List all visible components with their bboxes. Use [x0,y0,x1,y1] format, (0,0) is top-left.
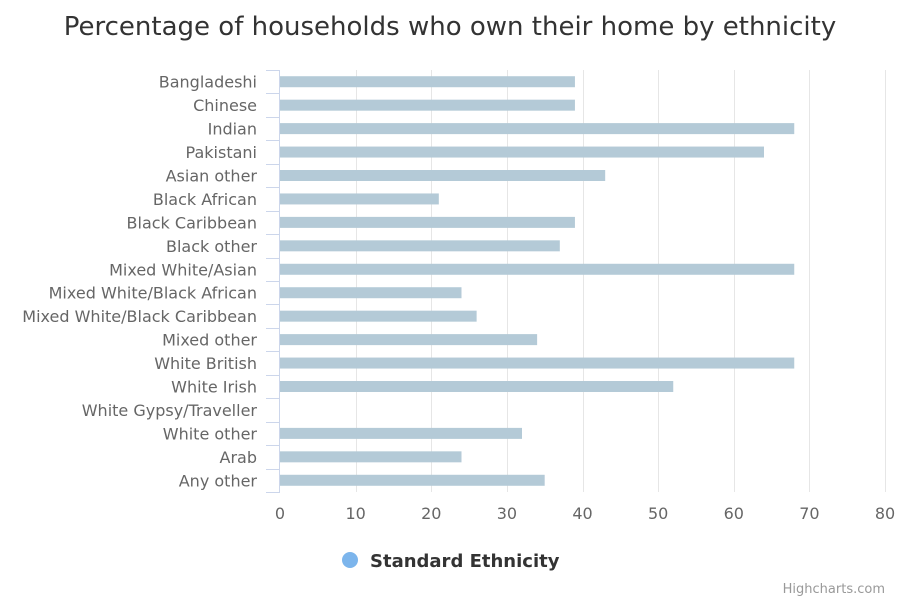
x-tick-label: 80 [875,504,895,523]
bar[interactable] [280,216,575,228]
category-label: Black African [153,190,257,209]
category-label: Black other [166,237,257,256]
bar[interactable] [280,334,538,346]
bar[interactable] [280,287,462,299]
legend-marker-icon [342,552,358,568]
bar[interactable] [280,451,462,463]
category-label: White Gypsy/Traveller [82,401,258,420]
bar[interactable] [280,357,795,369]
bar[interactable] [280,146,764,158]
category-label: Indian [208,120,257,139]
legend[interactable]: Standard Ethnicity [342,551,560,572]
category-label: Any other [179,471,258,490]
bar[interactable] [280,170,606,181]
category-label: Bangladeshi [159,73,257,92]
x-tick-label: 70 [799,504,819,523]
category-label: Mixed other [162,331,257,350]
category-label: White other [163,424,258,443]
x-tick-label: 40 [572,504,592,523]
bar[interactable] [280,427,522,439]
category-label: White British [154,354,257,373]
x-tick-label: 20 [421,504,441,523]
x-tick-label: 0 [275,504,285,523]
chart-title: Percentage of households who own their h… [64,12,836,42]
bar[interactable] [280,381,674,392]
x-tick-label: 60 [724,504,744,523]
bar[interactable] [280,310,477,322]
bar[interactable] [280,263,795,275]
category-label: Black Caribbean [127,213,257,232]
category-label: Mixed White/Black African [49,284,257,303]
bar[interactable] [280,474,545,486]
y-axis [266,70,280,493]
category-label: Mixed White/Black Caribbean [22,307,257,326]
category-label: Arab [220,448,257,467]
x-tick-label: 10 [345,504,365,523]
category-label: Asian other [166,167,258,186]
grid-lines [356,70,886,492]
credits-link[interactable]: Highcharts.com [783,582,885,597]
category-label: Mixed White/Asian [109,260,257,279]
bar[interactable] [280,193,439,205]
category-label: White Irish [171,378,257,397]
category-label: Chinese [193,96,257,115]
bar[interactable] [280,240,560,252]
bar[interactable] [280,76,575,88]
category-labels: Bangladeshi Chinese Indian Pakistani Asian o… [22,73,257,491]
legend-label[interactable]: Standard Ethnicity [370,551,560,572]
category-label: Pakistani [186,143,257,162]
bar[interactable] [280,123,795,135]
bar-series [280,76,795,486]
bar[interactable] [280,99,575,111]
x-axis-tick-labels: 0 10 20 30 40 50 60 70 80 [275,504,895,523]
x-tick-label: 30 [497,504,517,523]
x-tick-label: 50 [648,504,668,523]
